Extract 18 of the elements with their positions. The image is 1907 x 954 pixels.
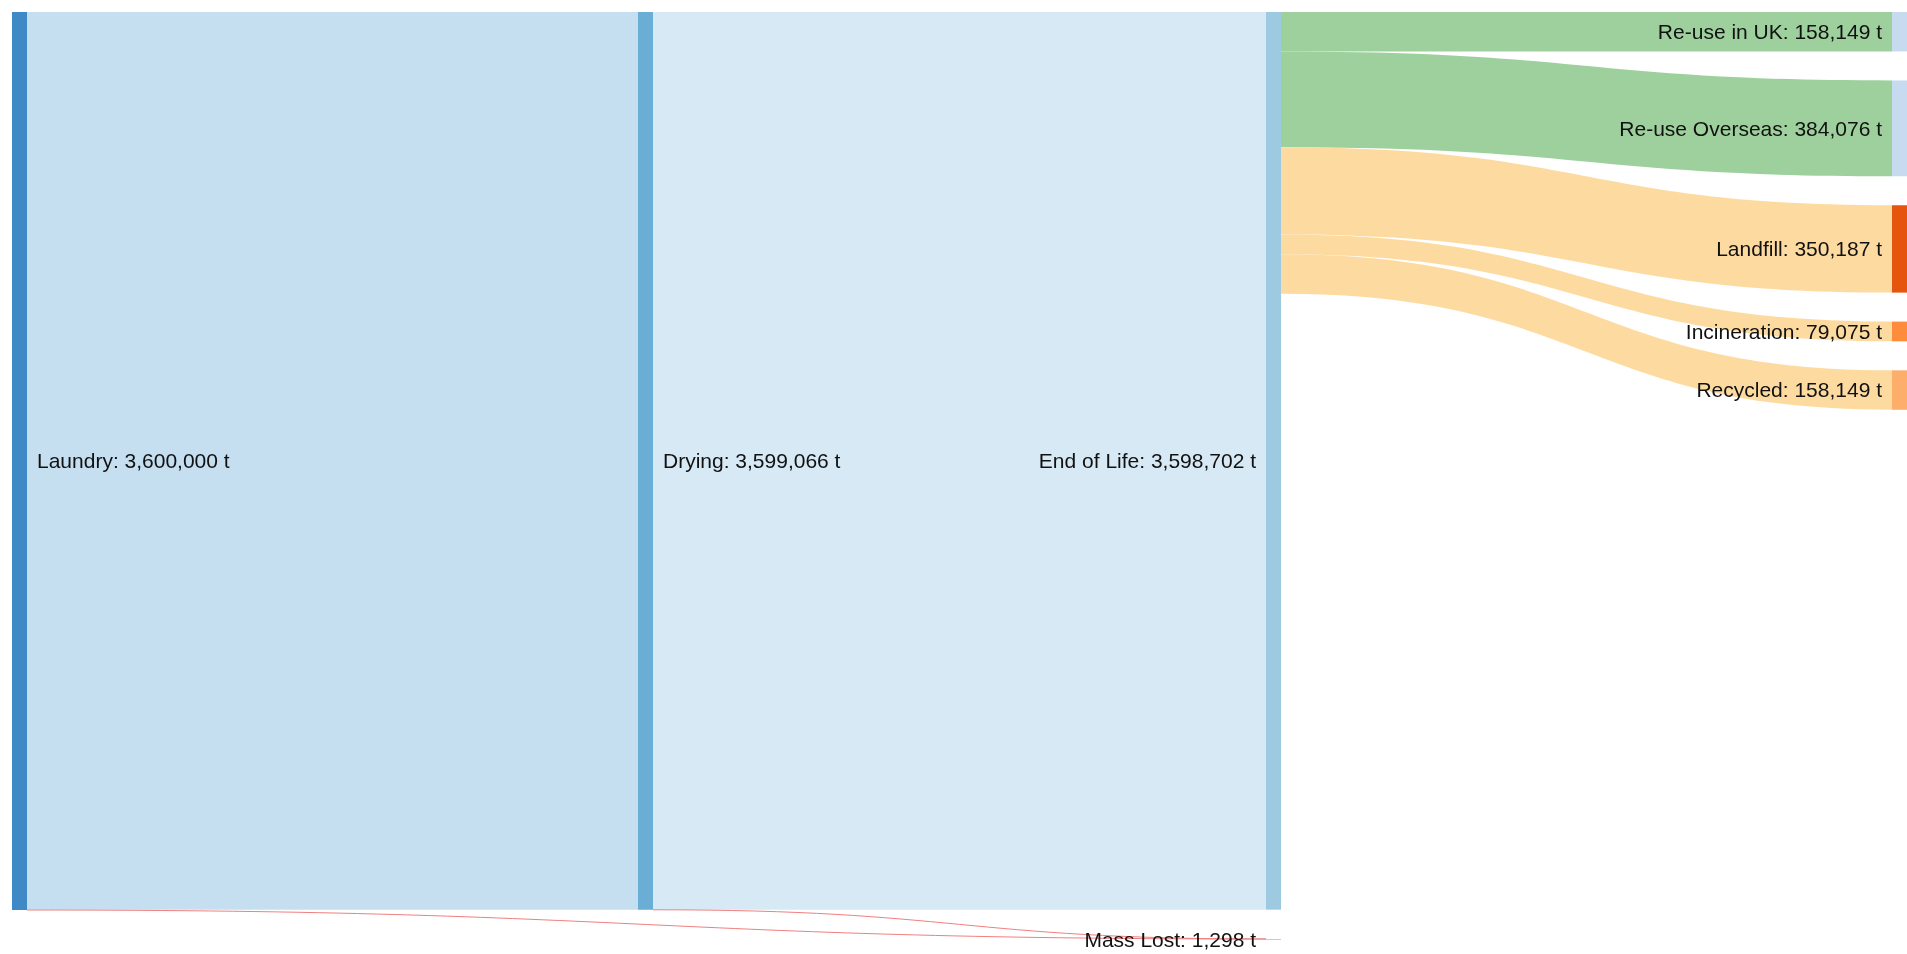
category-label: Landfill: [1716, 237, 1783, 261]
data-label: : 3,598,702 t: [1139, 449, 1257, 473]
data-label: : 3,600,000 t: [112, 449, 230, 473]
data-label: : 350,187 t: [1782, 237, 1883, 261]
data-label: : 158,149 t: [1782, 378, 1883, 402]
data-label: : 158,149 t: [1782, 20, 1883, 44]
category-label: Re-use Overseas: [1619, 116, 1783, 140]
category-label: Drying: [663, 449, 724, 473]
data-label: : 79,075 t: [1794, 319, 1883, 343]
category-label: End of Life: [1038, 449, 1140, 473]
category-label: Laundry: [37, 449, 114, 473]
data-label: : 384,076 t: [1782, 116, 1883, 140]
data-label: : 1,298 t: [1180, 927, 1257, 951]
category-label: Mass Lost: [1084, 927, 1181, 951]
category-label: Recycled: [1696, 378, 1783, 402]
data-label: : 3,599,066 t: [723, 449, 841, 473]
category-label: Re-use in UK: [1657, 20, 1783, 44]
category-label: Incineration: [1685, 319, 1795, 343]
